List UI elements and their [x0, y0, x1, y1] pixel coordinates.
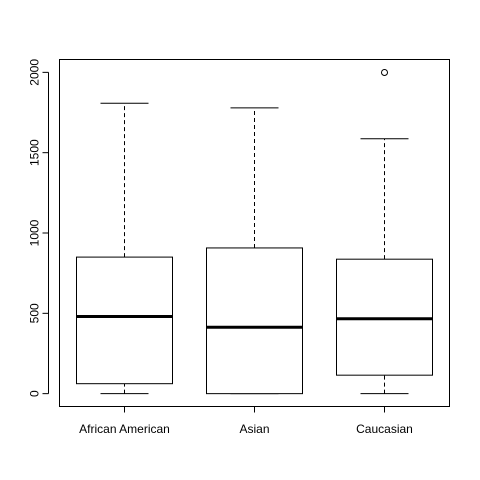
boxes-group	[76, 69, 433, 395]
x-category-label: Asian	[239, 422, 269, 436]
box-african-american	[76, 102, 173, 395]
y-tick-label: 1500	[28, 139, 42, 166]
y-tick-label: 2000	[28, 59, 42, 86]
box-caucasian	[336, 69, 433, 395]
y-tick-label: 1000	[28, 219, 42, 246]
outlier-point	[381, 69, 388, 77]
box-asian	[206, 107, 303, 395]
y-axis: 0 500 1000 1500 2000	[28, 59, 49, 397]
iqr-box	[206, 247, 303, 395]
x-category-label: Caucasian	[356, 422, 413, 436]
iqr-box	[76, 256, 173, 385]
y-tick-label: 500	[28, 303, 42, 323]
iqr-box	[336, 258, 433, 376]
x-category-label: African American	[79, 422, 170, 436]
y-tick-label: 0	[28, 390, 42, 397]
x-axis-labels: African American Asian Caucasian	[79, 406, 413, 436]
